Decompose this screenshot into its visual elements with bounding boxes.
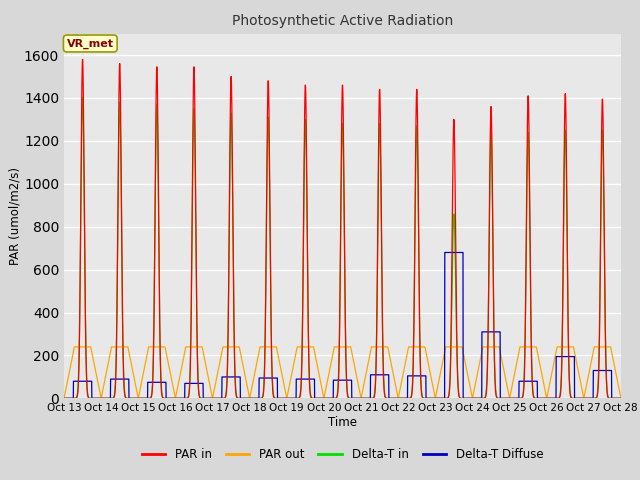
X-axis label: Time: Time [328,416,357,429]
Text: VR_met: VR_met [67,38,114,48]
Legend: PAR in, PAR out, Delta-T in, Delta-T Diffuse: PAR in, PAR out, Delta-T in, Delta-T Dif… [137,443,548,466]
Title: Photosynthetic Active Radiation: Photosynthetic Active Radiation [232,14,453,28]
Y-axis label: PAR (umol/m2/s): PAR (umol/m2/s) [8,167,21,265]
